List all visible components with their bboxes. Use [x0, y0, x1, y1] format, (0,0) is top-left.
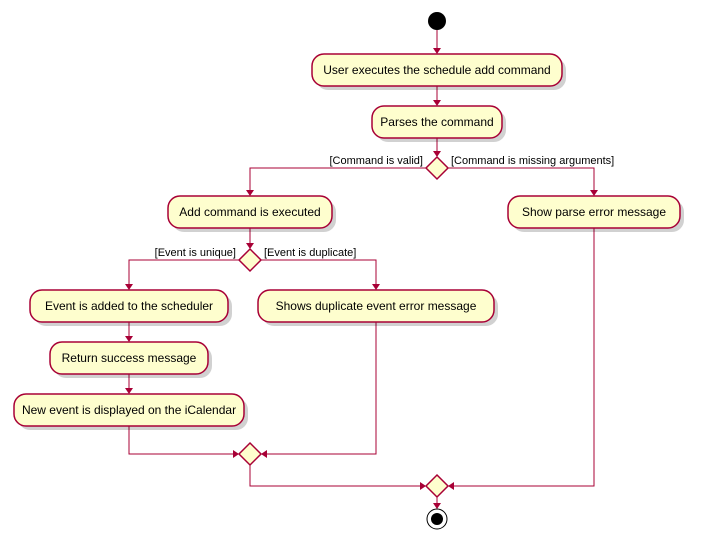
e_a6_m1: [265, 322, 376, 454]
activity-diagram: User executes the schedule add command Pa…: [0, 0, 709, 540]
final-node-dot: [431, 513, 443, 525]
decision-d1: [426, 157, 448, 179]
activity-label-a6: Shows duplicate event error message: [276, 299, 477, 313]
activity-label-a8: New event is displayed on the iCalendar: [22, 403, 236, 417]
e_a4_m2: [452, 228, 594, 486]
decision-m2: [426, 475, 448, 497]
activity-label-a4: Show parse error message: [522, 205, 666, 219]
decision-m1: [239, 443, 261, 465]
e_m1_m2: [250, 465, 422, 486]
e_a8_m1: [129, 426, 235, 454]
guard-g_missing: [Command is missing arguments]: [451, 155, 614, 167]
e_d1_a4: [448, 168, 594, 192]
e_d2_a6: [261, 260, 376, 286]
decision-d2: [239, 249, 261, 271]
activity-label-a2: Parses the command: [380, 115, 493, 129]
guard-g_valid: [Command is valid]: [329, 155, 423, 167]
initial-node: [428, 12, 446, 30]
guard-g_duplicate: [Event is duplicate]: [264, 247, 356, 259]
activity-label-a5: Event is added to the scheduler: [45, 299, 213, 313]
activity-label-a1: User executes the schedule add command: [323, 63, 550, 77]
e_d2_a5: [129, 260, 239, 286]
activity-label-a3: Add command is executed: [179, 205, 320, 219]
guard-g_unique: [Event is unique]: [155, 247, 236, 259]
activity-label-a7: Return success message: [62, 351, 197, 365]
e_d1_a3: [250, 168, 426, 192]
